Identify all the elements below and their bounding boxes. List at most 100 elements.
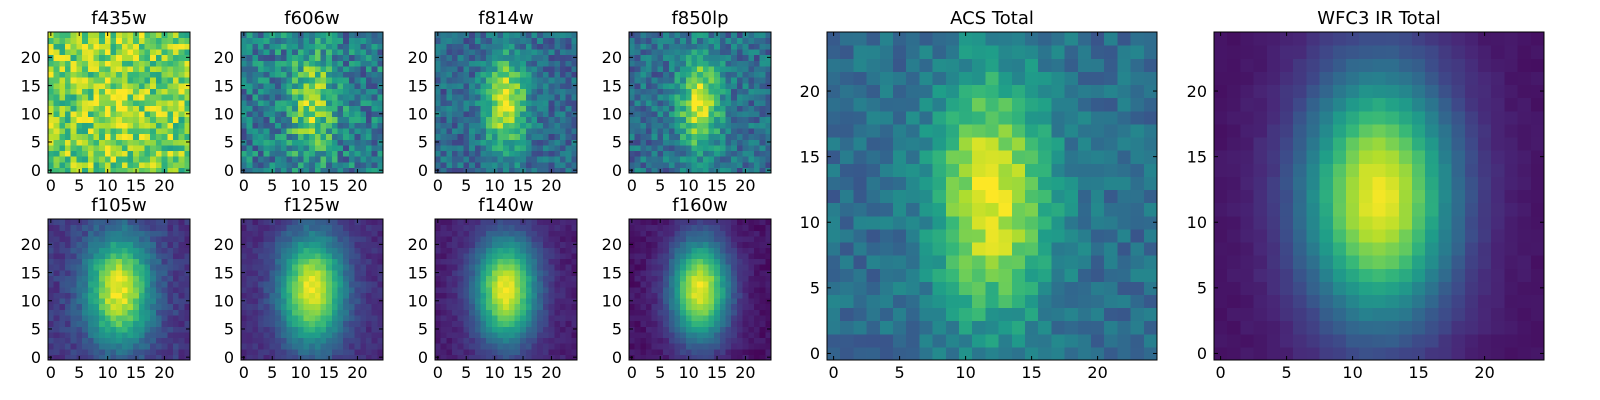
- heatmap-cell: [491, 292, 499, 299]
- heatmap-cell: [748, 94, 755, 101]
- heatmap-cell: [110, 65, 117, 73]
- heatmap-cell: [548, 54, 555, 61]
- heatmap-cell: [309, 77, 316, 84]
- heatmap-cell: [640, 77, 647, 84]
- heatmap-cell: [685, 54, 693, 61]
- heatmap-cell: [314, 94, 322, 101]
- heatmap-cell: [497, 94, 504, 101]
- heatmap-cell: [742, 314, 749, 322]
- heatmap-cell: [275, 309, 282, 316]
- heatmap-cell: [371, 122, 378, 129]
- heatmap-cell: [297, 54, 305, 61]
- heatmap-cell: [116, 297, 123, 305]
- heatmap-cell: [144, 105, 151, 112]
- heatmap-cell: [525, 292, 533, 299]
- heatmap-cell: [646, 99, 653, 106]
- heatmap-cell: [520, 337, 527, 344]
- heatmap-cell: [331, 82, 339, 89]
- heatmap-cell: [292, 281, 299, 288]
- heatmap-cell: [731, 71, 738, 78]
- heatmap-cell: [127, 286, 134, 293]
- heatmap-cell: [559, 71, 567, 78]
- heatmap-cell: [297, 224, 305, 231]
- heatmap-cell: [435, 122, 442, 129]
- heatmap-cell: [663, 269, 670, 276]
- heatmap-cell: [702, 54, 710, 61]
- heatmap-cell: [708, 127, 715, 135]
- heatmap-cell: [446, 156, 453, 163]
- heatmap-cell: [246, 37, 253, 44]
- heatmap-cell: [337, 326, 344, 333]
- heatmap-cell: [99, 110, 106, 118]
- heatmap-cell: [252, 139, 259, 146]
- heatmap-cell: [337, 258, 344, 265]
- heatmap-cell: [258, 281, 265, 288]
- heatmap-cell: [753, 161, 761, 168]
- heatmap-cell: [138, 150, 146, 157]
- heatmap-cell: [685, 314, 693, 322]
- heatmap-cell: [252, 133, 259, 140]
- heatmap-cell: [263, 37, 270, 44]
- heatmap-cell: [446, 309, 453, 316]
- heatmap-cell: [463, 156, 470, 163]
- heatmap-cell: [435, 65, 442, 73]
- heatmap-cell: [246, 252, 253, 260]
- heatmap-cell: [657, 43, 664, 50]
- heatmap-cell: [59, 320, 66, 327]
- heatmap-cell: [121, 43, 129, 50]
- x-tick-label: 5: [267, 363, 277, 382]
- heatmap-cell: [571, 348, 578, 355]
- heatmap-cell: [491, 77, 499, 84]
- heatmap-cell: [241, 252, 248, 260]
- heatmap-cell: [269, 122, 276, 129]
- heatmap-cell: [634, 110, 641, 118]
- heatmap-cell: [161, 331, 168, 339]
- heatmap-cell: [337, 269, 344, 276]
- heatmap-cell: [480, 219, 487, 226]
- heatmap-cell: [371, 60, 378, 67]
- heatmap-cell: [759, 156, 766, 163]
- heatmap-cell: [241, 127, 248, 135]
- heatmap-cell: [161, 65, 168, 73]
- heatmap-cell: [651, 54, 658, 61]
- heatmap-cell: [116, 292, 123, 299]
- heatmap-cell: [93, 94, 100, 101]
- heatmap-cell: [514, 297, 521, 305]
- heatmap-cell: [469, 48, 476, 56]
- heatmap-cell: [303, 105, 310, 112]
- heatmap-cell: [759, 94, 766, 101]
- heatmap-cell: [326, 139, 333, 146]
- heatmap-cell: [297, 275, 305, 282]
- heatmap-cell: [725, 127, 732, 135]
- heatmap-cell: [127, 144, 134, 152]
- heatmap-cell: [133, 122, 140, 129]
- heatmap-cell: [314, 286, 322, 293]
- heatmap-cell: [634, 122, 641, 129]
- heatmap-cell: [269, 133, 276, 140]
- heatmap-cell: [646, 337, 653, 344]
- heatmap-cell: [508, 116, 516, 123]
- heatmap-cell: [634, 82, 641, 89]
- heatmap-cell: [326, 82, 333, 89]
- heatmap-cell: [719, 314, 727, 322]
- heatmap-cell: [702, 326, 710, 333]
- heatmap-cell: [634, 48, 641, 56]
- heatmap-cell: [59, 116, 66, 123]
- heatmap-cell: [326, 230, 333, 237]
- heatmap-cell: [360, 326, 367, 333]
- heatmap-cell: [314, 167, 322, 174]
- heatmap-cell: [343, 314, 350, 322]
- heatmap-cell: [520, 60, 527, 67]
- heatmap-cell: [172, 122, 180, 129]
- heatmap-cell: [172, 110, 180, 118]
- heatmap-cell: [297, 247, 305, 254]
- heatmap-cell: [104, 144, 112, 152]
- heatmap-cell: [514, 241, 521, 248]
- heatmap-cell: [360, 150, 367, 157]
- heatmap-cell: [457, 354, 464, 361]
- heatmap-cell: [263, 133, 270, 140]
- heatmap-cell: [765, 161, 772, 168]
- heatmap-cell: [326, 77, 333, 84]
- heatmap-cell: [116, 252, 123, 260]
